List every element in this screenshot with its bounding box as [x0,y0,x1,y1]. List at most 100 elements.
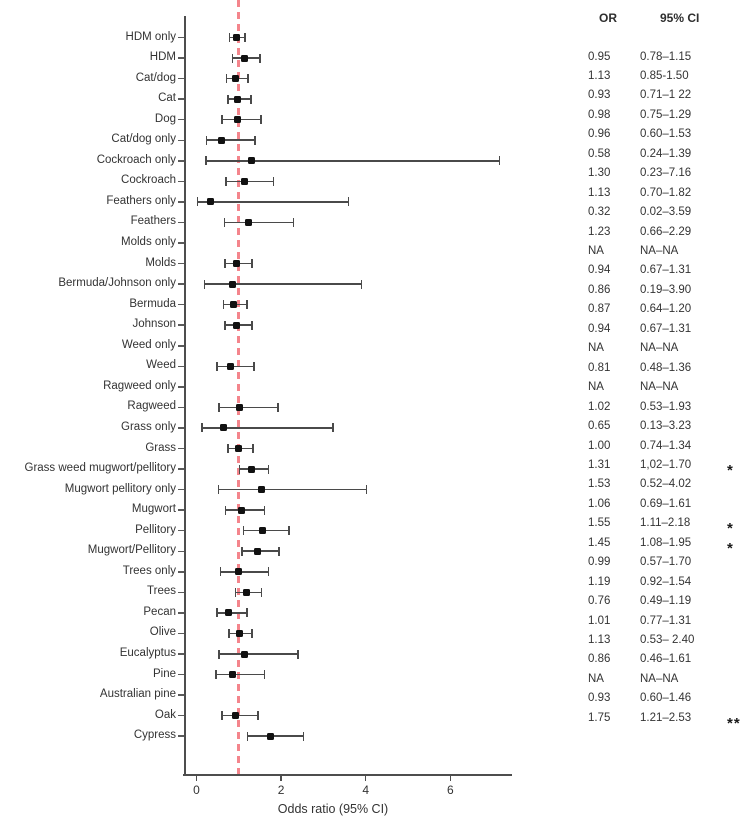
row-label: Cat/dog only [111,133,176,146]
or-value: 1.23 [588,225,611,238]
row-label: Dog [154,112,176,125]
x-axis-tick [195,776,198,781]
or-value: 1.01 [588,614,611,627]
y-axis-row-tick [178,488,185,491]
x-axis-tick [280,776,282,781]
y-axis-row-tick [178,201,185,203]
x-axis-line [183,774,512,776]
ci-bar [221,714,259,717]
y-axis-row-tick [178,694,185,696]
or-value: 0.94 [588,264,611,277]
row-label: Mugwort/Pellitory [87,544,176,557]
or-point-marker [258,527,266,535]
y-axis-row-tick [178,529,185,532]
or-point-marker [229,301,237,309]
ci-cap-high [272,176,275,186]
y-axis-row-tick [178,386,185,388]
ci-cap-high [254,135,257,145]
ci-value: 0.77–1.31 [640,614,692,627]
y-axis-row-tick [178,591,185,594]
ci-cap-high [292,217,295,227]
or-value: 0.81 [588,361,611,374]
ci-cap-high [246,608,248,618]
ci-value: 0.60–1.46 [640,692,692,705]
ci-value: NA–NA [640,245,679,257]
or-value: 1.45 [588,536,611,549]
row-label: Mugwort [131,503,176,516]
ci-cap-low [224,505,227,515]
or-value: 0.93 [588,89,611,102]
or-point-marker [245,218,253,226]
row-label: Molds [145,256,176,269]
ci-value: 0.66–2.29 [640,225,692,238]
ci-cap-low [225,74,228,84]
y-axis-row-tick [178,160,185,162]
y-axis-row-tick [178,303,185,306]
or-point-marker [240,177,248,185]
ci-value: NA–NA [640,342,679,355]
or-value: NA [588,342,604,355]
ci-bar [218,488,367,491]
ci-bar [226,180,274,183]
ci-cap-high [287,526,290,536]
ci-cap-low [238,464,241,474]
row-label: Cockroach only [96,153,176,166]
or-point-marker [232,75,240,83]
y-axis-row-tick [178,345,185,347]
row-label: Feathers only [106,194,176,207]
x-axis-tick [364,776,367,781]
y-axis-row-tick [178,735,185,737]
ci-bar [218,406,279,409]
row-label: Trees only [122,564,176,577]
or-value: 0.65 [588,420,611,433]
or-point-marker [233,116,241,124]
or-point-marker [235,445,243,452]
row-label: Weed only [121,338,176,351]
or-value: NA [588,381,604,394]
ci-value: 1.08–1.95 [640,536,692,549]
row-label: HDM [149,51,176,64]
or-point-marker [240,650,248,658]
ci-cap-high [267,464,270,474]
y-axis-row-tick [178,653,185,655]
y-axis-row-tick [178,365,185,368]
y-axis-row-tick [178,673,185,676]
ci-bar [243,529,289,532]
ci-cap-low [203,279,206,289]
y-axis-row-tick [178,571,185,573]
y-axis-row-tick [178,612,185,614]
row-label: HDM only [125,30,176,43]
y-axis-line [184,16,186,776]
ci-value: NA–NA [640,672,679,685]
ci-cap-high [365,485,368,495]
or-point-marker [248,465,256,473]
ci-cap-low [242,526,245,536]
ci-value: 0.60–1.53 [640,128,692,141]
or-value: NA [588,245,604,257]
or-value: 1.02 [588,400,611,413]
ci-value: 1.11–2.18 [640,517,691,530]
or-point-marker [232,712,240,720]
ci-cap-low [216,608,219,618]
or-point-marker [229,671,237,679]
ci-value: 0.75–1.29 [640,108,692,121]
or-value: 1.13 [588,186,611,199]
ci-bar [217,612,247,614]
ci-bar [197,201,349,203]
ci-bar [204,283,362,285]
row-label: Pellitory [135,523,176,536]
x-axis-title: Odds ratio (95% CI) [277,802,389,816]
ci-bar [216,365,255,368]
y-axis-row-tick [178,427,185,429]
row-label: Bermuda/Johnson only [58,277,176,290]
ci-cap-low [216,361,218,371]
ci-cap-low [221,711,223,721]
ci-cap-low [215,670,217,680]
ci-cap-high [251,320,253,330]
ci-bar [215,673,265,676]
column-header-ci: 95% CI [660,11,700,25]
ci-value: 0.53–1.93 [640,400,692,413]
ci-cap-low [241,546,243,556]
ci-cap-high [302,731,305,741]
